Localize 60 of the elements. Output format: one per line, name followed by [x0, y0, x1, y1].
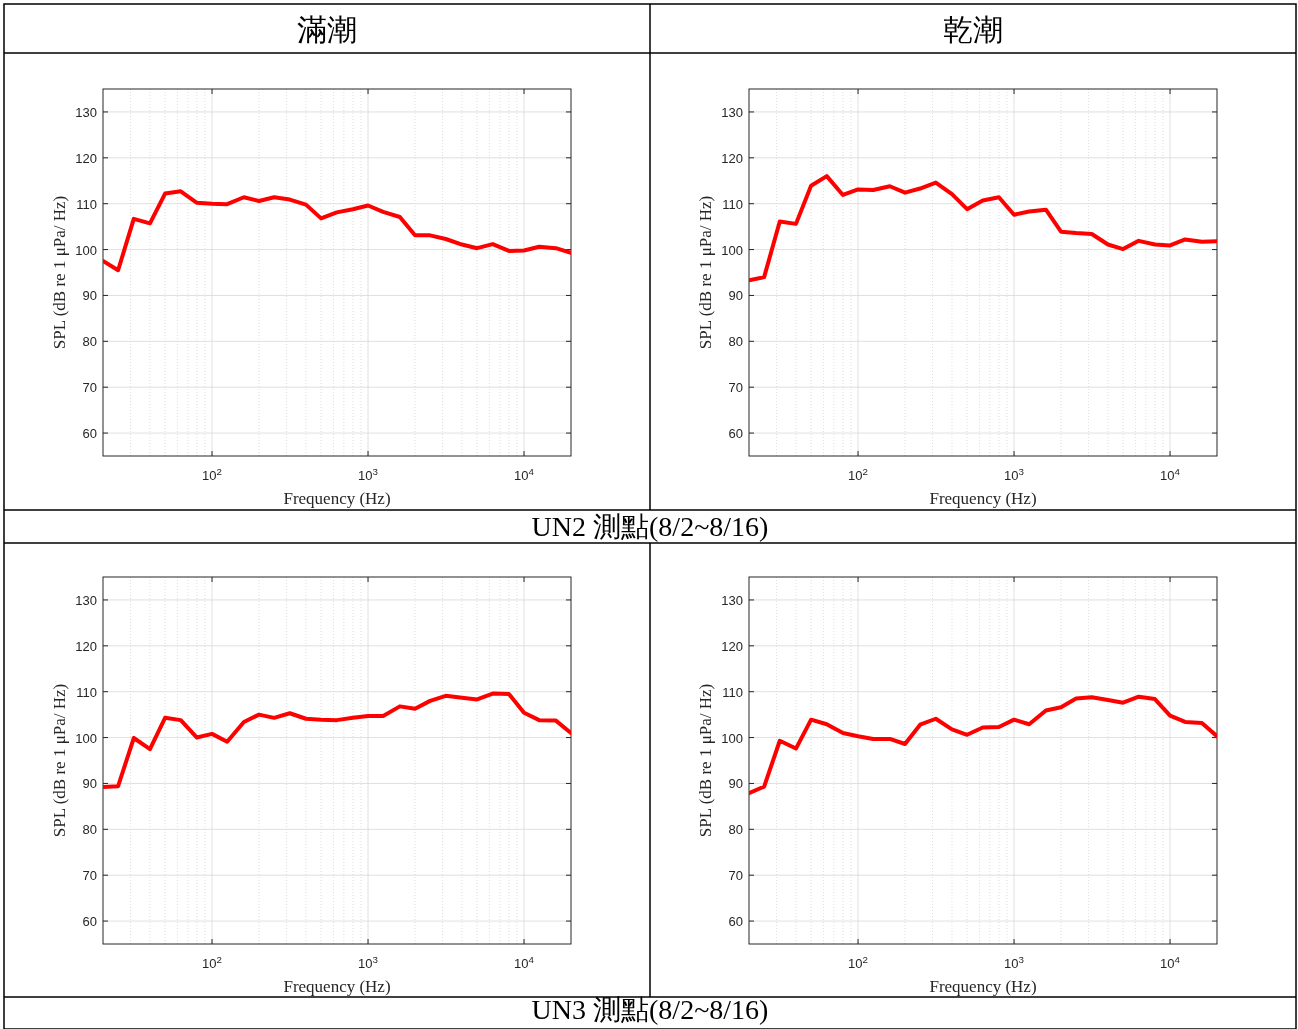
x-tick-label: 10$^{2}$	[848, 953, 868, 971]
y-tick-label: 110	[76, 684, 97, 700]
x-tick-label: 10$^{2}$	[202, 465, 222, 483]
y-tick-label: 120	[75, 150, 97, 166]
y-tick-label: 110	[76, 196, 97, 212]
y-tick-label: 60	[82, 914, 97, 930]
y-tick-label: 60	[728, 426, 743, 442]
text: UN2 測點(8/2~8/16)	[531, 511, 769, 542]
x-tick-label: 10$^{2}$	[848, 465, 868, 483]
y-tick-label: 90	[82, 776, 97, 792]
x-axis-title: Frequency (Hz)	[283, 489, 391, 508]
y-tick-label: 120	[75, 638, 97, 654]
x-axis-title: Frequency (Hz)	[929, 489, 1037, 508]
x-tick-label: 10$^{2}$	[202, 953, 222, 971]
line-series	[103, 691, 571, 790]
y-tick-label: 70	[728, 380, 743, 396]
x-tick-label: 10$^{4}$	[1160, 953, 1181, 971]
y-tick-label: 70	[82, 380, 97, 396]
y-tick-label: 120	[721, 638, 743, 654]
y-tick-label: 80	[728, 334, 743, 350]
y-tick-label: 110	[722, 196, 743, 212]
x-axis-title: Frequency (Hz)	[929, 977, 1037, 996]
x-axis-title: Frequency (Hz)	[283, 977, 391, 996]
y-tick-label: 130	[721, 104, 743, 120]
y-tick-label: 130	[75, 104, 97, 120]
y-tick-label: 80	[82, 822, 97, 838]
x-tick-label: 10$^{3}$	[1004, 953, 1024, 971]
y-tick-label: 90	[728, 288, 743, 304]
y-axis-title: SPL (dB re 1 μPa/ Hz)	[696, 195, 715, 350]
text: UN3 測點(8/2~8/16)	[531, 994, 769, 1025]
x-tick-label: 10$^{3}$	[1004, 465, 1024, 483]
y-tick-label: 120	[721, 150, 743, 166]
x-tick-label: 10$^{4}$	[1160, 465, 1181, 483]
y-tick-label: 110	[722, 684, 743, 700]
y-tick-label: 90	[82, 288, 97, 304]
y-tick-label: 100	[721, 730, 743, 746]
y-tick-label: 100	[75, 730, 97, 746]
y-tick-label: 70	[82, 868, 97, 884]
x-tick-label: 10$^{4}$	[514, 953, 535, 971]
x-tick-label: 10$^{4}$	[514, 465, 535, 483]
y-axis-title: SPL (dB re 1 μPa/ Hz)	[50, 195, 69, 350]
x-tick-label: 10$^{3}$	[358, 953, 378, 971]
y-tick-label: 90	[728, 776, 743, 792]
y-axis-title: SPL (dB re 1 μPa/ Hz)	[50, 683, 69, 838]
x-tick-label: 10$^{3}$	[358, 465, 378, 483]
chart-title: 滿潮	[297, 13, 357, 46]
y-tick-label: 80	[82, 334, 97, 350]
y-tick-label: 70	[728, 868, 743, 884]
y-axis-title: SPL (dB re 1 μPa/ Hz)	[696, 683, 715, 838]
y-tick-label: 130	[75, 592, 97, 608]
line-series	[103, 189, 571, 273]
y-tick-label: 60	[82, 426, 97, 442]
chart-title: 乾潮	[943, 13, 1003, 46]
y-tick-label: 100	[721, 242, 743, 258]
y-tick-label: 130	[721, 592, 743, 608]
y-tick-label: 100	[75, 242, 97, 258]
y-tick-label: 60	[728, 914, 743, 930]
line-series	[749, 694, 1217, 796]
y-tick-label: 80	[728, 822, 743, 838]
line-series	[749, 174, 1217, 283]
